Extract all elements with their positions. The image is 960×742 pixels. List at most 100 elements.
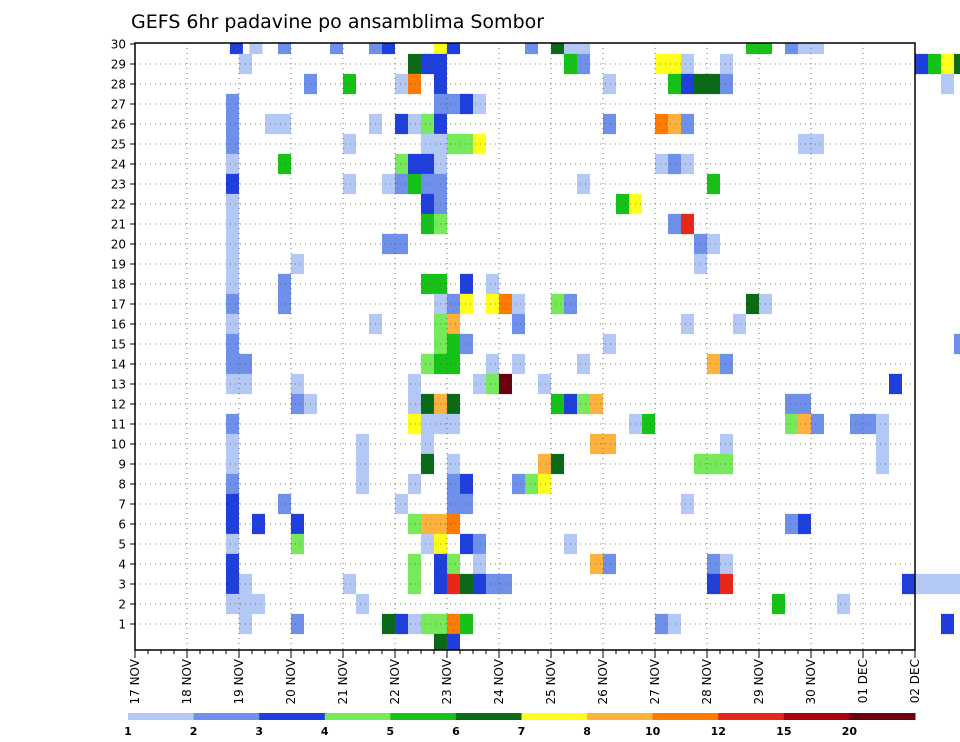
heatmap-cell: [590, 553, 603, 575]
heatmap-cell: [252, 513, 265, 535]
y-tick-label: 23: [111, 178, 126, 192]
heatmap-cell: [460, 613, 473, 635]
heatmap-cell: [408, 173, 421, 195]
heatmap-cell: [382, 43, 395, 55]
heatmap-cell: [759, 43, 772, 55]
y-tick-label: 29: [111, 58, 126, 72]
x-tick-label: 28 NOV: [700, 658, 714, 704]
heatmap-cell: [668, 53, 681, 75]
colorbar-label: 6: [452, 725, 460, 738]
heatmap-cell: [408, 373, 421, 395]
x-tick-label: 29 NOV: [752, 658, 766, 704]
heatmap-cell: [408, 153, 421, 175]
heatmap-cell: [577, 393, 590, 415]
heatmap-cell: [408, 473, 421, 495]
heatmap-cell: [798, 513, 811, 535]
heatmap-cell: [681, 493, 694, 515]
heatmap-cell: [291, 393, 304, 415]
heatmap-cell: [460, 473, 473, 495]
heatmap-cell: [551, 393, 564, 415]
heatmap-cell: [343, 173, 356, 195]
colorbar: 1 2 3 4 5 6 7 8 10 12 15 20: [124, 713, 916, 738]
y-tick-label: 9: [118, 458, 126, 472]
heatmap-cell: [811, 413, 824, 435]
heatmap-cell: [460, 533, 473, 555]
heatmap-cell: [486, 573, 499, 595]
heatmap-cell: [681, 53, 694, 75]
heatmap-cell: [720, 353, 733, 375]
y-tick-label: 27: [111, 98, 126, 112]
heatmap-cell: [369, 43, 382, 55]
y-tick-label: 17: [111, 298, 126, 312]
heatmap-cell: [395, 153, 408, 175]
heatmap-cell: [668, 73, 681, 95]
heatmap-cell: [564, 43, 577, 55]
x-tick-label: 18 NOV: [180, 658, 194, 704]
heatmap-cell: [226, 533, 239, 555]
heatmap-cell: [226, 153, 239, 175]
heatmap-cell: [486, 353, 499, 375]
heatmap-cell: [720, 53, 733, 75]
heatmap-cell: [226, 193, 239, 215]
heatmap-cell: [707, 453, 720, 475]
heatmap-cell: [538, 373, 551, 395]
heatmap-cell: [668, 113, 681, 135]
heatmap-cell: [278, 113, 291, 135]
x-tick-label: 20 NOV: [284, 658, 298, 704]
colorbar-label: 5: [387, 725, 395, 738]
heatmap-cell: [473, 533, 486, 555]
heatmap-cell: [226, 493, 239, 515]
heatmap-cell: [603, 333, 616, 355]
heatmap-cell: [460, 573, 473, 595]
y-tick-label: 25: [111, 138, 126, 152]
heatmap-cell: [408, 53, 421, 75]
heatmap-cell: [954, 573, 960, 595]
y-tick-label: 14: [111, 358, 126, 372]
x-tick-label: 01 DEC: [856, 659, 870, 703]
heatmap-cell: [460, 333, 473, 355]
heatmap-cell: [395, 233, 408, 255]
heatmap-cell: [941, 53, 954, 75]
colorbar-swatch: [718, 713, 785, 720]
heatmap-cell: [395, 73, 408, 95]
heatmap-cell: [434, 633, 447, 650]
heatmap-cell: [356, 593, 369, 615]
heatmap-cell: [226, 93, 239, 115]
heatmap-cell: [356, 433, 369, 455]
heatmap-cell: [421, 413, 434, 435]
heatmap-cell: [681, 113, 694, 135]
colorbar-label: 12: [711, 725, 726, 738]
heatmap-cell: [226, 233, 239, 255]
heatmap-cell: [460, 273, 473, 295]
y-tick-label: 3: [118, 578, 126, 592]
heatmap-cell: [226, 473, 239, 495]
heatmap-cell: [408, 393, 421, 415]
heatmap-cell: [447, 393, 460, 415]
heatmap-cell: [525, 43, 538, 55]
heatmap-cell: [291, 513, 304, 535]
y-tick-label: 26: [111, 118, 126, 132]
chart-title: GEFS 6hr padavine po ansamblima Sombor: [131, 11, 544, 33]
heatmap-cell: [408, 413, 421, 435]
y-tick-label: 19: [111, 258, 126, 272]
x-tick-label: 27 NOV: [648, 658, 662, 704]
x-tick-label: 22 NOV: [388, 658, 402, 704]
heatmap-cell: [421, 453, 434, 475]
heatmap-cell: [707, 233, 720, 255]
heatmap-cell: [512, 313, 525, 335]
heatmap-cell: [447, 493, 460, 515]
heatmap-cell: [226, 353, 239, 375]
heatmap-cell: [486, 293, 499, 315]
heatmap-cell: [249, 43, 263, 55]
heatmap-cell: [798, 133, 811, 155]
heatmap-cell: [538, 453, 551, 475]
heatmap-cell: [954, 333, 960, 355]
heatmap-cell: [720, 573, 733, 595]
heatmap-cell: [577, 43, 590, 55]
heatmap-cell: [278, 43, 291, 55]
heatmap-cell: [434, 43, 447, 55]
y-tick-label: 24: [111, 158, 126, 172]
heatmap-cell: [460, 293, 473, 315]
heatmap-cell: [707, 573, 720, 595]
